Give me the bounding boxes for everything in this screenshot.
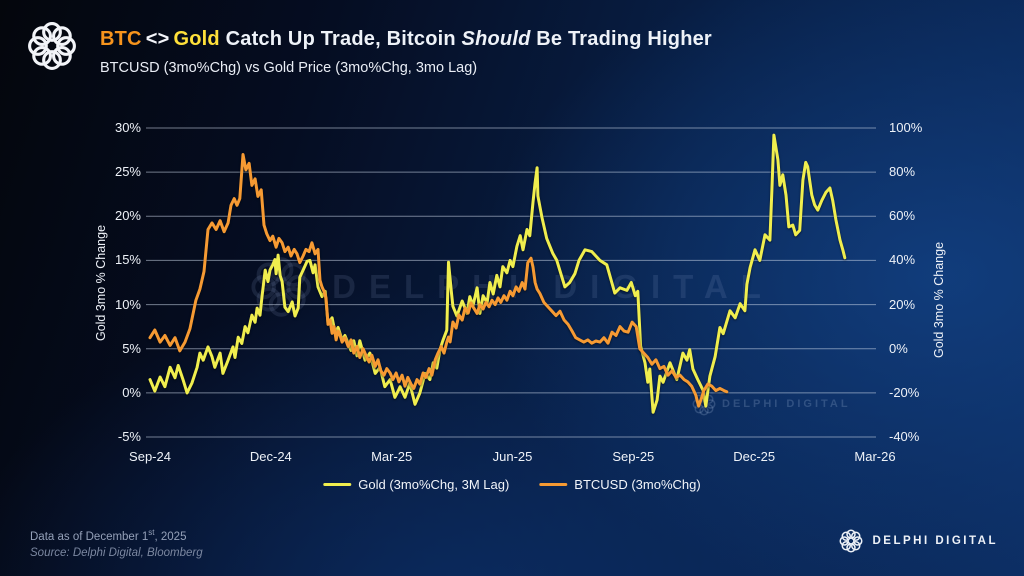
title-should: Should bbox=[461, 28, 531, 50]
footer-brand: DELPHI DIGITAL bbox=[839, 529, 998, 553]
axis-tick-label: -5% bbox=[117, 429, 141, 444]
title-mid: Catch Up Trade, Bitcoin bbox=[219, 28, 462, 50]
data-as-of: Data as of December 1st, 2025 bbox=[30, 525, 203, 545]
axis-tick-label: 25% bbox=[114, 164, 141, 180]
title-tail: Be Trading Higher bbox=[530, 28, 712, 50]
legend-item-btcusd: BTCUSD (3mo%Chg) bbox=[539, 477, 701, 492]
title-gold: Gold bbox=[173, 28, 220, 50]
axis-tick-label: 60% bbox=[889, 208, 916, 224]
legend-label-btcusd: BTCUSD (3mo%Chg) bbox=[574, 477, 701, 492]
axis-tick-label: Mar-25 bbox=[371, 449, 413, 464]
axis-tick-label: 30% bbox=[114, 120, 141, 135]
left-axis-title: Gold 3mo % Change bbox=[94, 224, 108, 342]
axis-tick-label: Sep-24 bbox=[129, 449, 171, 464]
legend-item-gold: Gold (3mo%Chg, 3M Lag) bbox=[323, 477, 509, 492]
chart-subtitle: BTCUSD (3mo%Chg) vs Gold Price (3mo%Chg,… bbox=[100, 60, 478, 76]
axis-tick-label: 20% bbox=[889, 296, 916, 312]
title-btc: BTC bbox=[100, 28, 142, 50]
axis-tick-label: 100% bbox=[889, 120, 923, 135]
series-line-gold bbox=[148, 133, 847, 414]
source-note: Source: Delphi Digital, Bloomberg bbox=[30, 546, 203, 559]
axis-tick-label: Dec-25 bbox=[733, 449, 776, 464]
axis-tick-label: Mar-26 bbox=[854, 449, 896, 464]
gold-line-swatch bbox=[323, 483, 352, 486]
data-as-of-text: Data as of December 1 bbox=[30, 530, 149, 543]
axis-tick-label: Dec-24 bbox=[249, 449, 292, 464]
axis-tick-label: 80% bbox=[889, 164, 916, 180]
axis-tick-label: Jun-25 bbox=[492, 449, 533, 464]
axis-tick-label: -40% bbox=[889, 429, 920, 444]
footer-notes: Data as of December 1st, 2025 Source: De… bbox=[30, 525, 203, 561]
axis-tick-label: 10% bbox=[114, 296, 141, 312]
series-lines bbox=[148, 133, 847, 414]
gridlines bbox=[146, 127, 876, 438]
axis-tick-label: 40% bbox=[889, 252, 916, 268]
axis-tick-label: 20% bbox=[114, 208, 141, 224]
title-separator: <> bbox=[145, 28, 170, 50]
axis-tick-label: 0% bbox=[889, 340, 908, 356]
legend-label-gold: Gold (3mo%Chg, 3M Lag) bbox=[358, 477, 510, 492]
data-as-of-year: , 2025 bbox=[154, 530, 187, 543]
btcusd-line-swatch bbox=[539, 483, 568, 486]
axis-tick-label: 15% bbox=[114, 252, 141, 268]
legend: Gold (3mo%Chg, 3M Lag) BTCUSD (3mo%Chg) bbox=[323, 477, 701, 492]
series-line-btcusd bbox=[148, 153, 729, 408]
axis-tick-label: 5% bbox=[122, 340, 141, 356]
axis-tick-label: 0% bbox=[122, 384, 141, 400]
axis-tick-label: -20% bbox=[889, 384, 920, 400]
right-axis-title: Gold 3mo % Change bbox=[932, 241, 946, 359]
axis-tick-label: Sep-25 bbox=[612, 449, 655, 464]
data-as-of-ordinal: st bbox=[148, 528, 155, 537]
footer-brand-wordmark: DELPHI DIGITAL bbox=[872, 535, 998, 547]
delphi-footer-logo-icon bbox=[839, 529, 863, 553]
page-title: BTC <> Gold Catch Up Trade, Bitcoin Should… bbox=[100, 28, 712, 51]
